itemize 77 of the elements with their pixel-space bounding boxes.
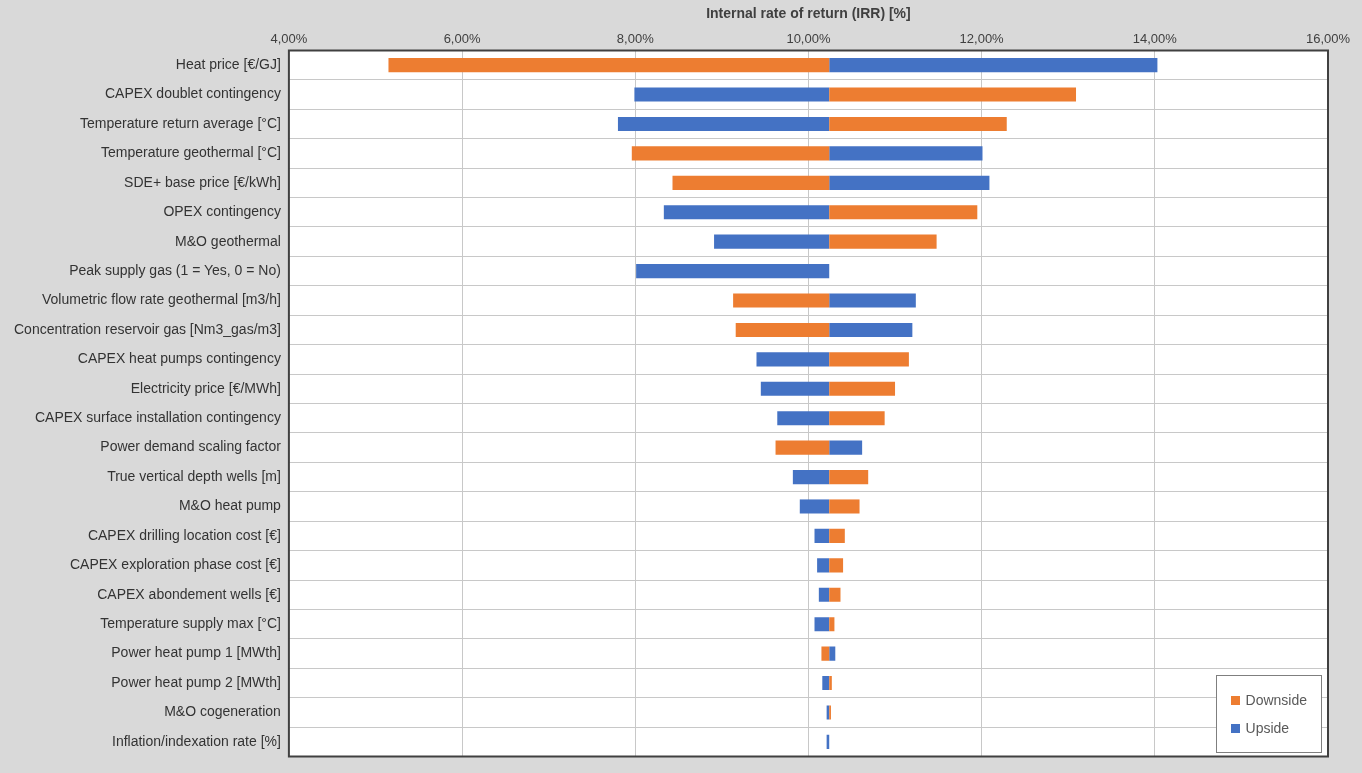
bar bbox=[814, 528, 830, 543]
bar bbox=[714, 234, 830, 249]
bar bbox=[829, 87, 1077, 102]
x-tick-label: 4,00% bbox=[270, 31, 308, 47]
bar bbox=[829, 381, 896, 396]
y-tick-label: OPEX contingency bbox=[163, 203, 281, 220]
bar bbox=[829, 499, 860, 514]
x-tick-label: 12,00% bbox=[959, 31, 1005, 47]
bar bbox=[829, 116, 1007, 132]
x-tick-label: 6,00% bbox=[443, 31, 481, 47]
bar bbox=[792, 470, 830, 485]
bar bbox=[799, 499, 830, 514]
bar bbox=[777, 411, 830, 426]
bar bbox=[672, 175, 830, 190]
y-tick-label: Concentration reservoir gas [Nm3_gas/m3] bbox=[13, 320, 281, 337]
y-tick-label: SDE+ base price [€/kWh] bbox=[124, 173, 281, 190]
bar bbox=[733, 293, 830, 308]
bar bbox=[829, 528, 845, 543]
y-tick-label: Volumetric flow rate geothermal [m3/h] bbox=[42, 291, 281, 308]
bar bbox=[631, 146, 830, 161]
bar bbox=[817, 558, 830, 573]
bar bbox=[814, 617, 830, 632]
bar bbox=[829, 58, 1158, 73]
y-tick-label: CAPEX exploration phase cost [€] bbox=[69, 556, 281, 573]
legend-label: Downside bbox=[1245, 691, 1307, 710]
y-tick-label: Power heat pump 1 [MWth] bbox=[111, 644, 281, 661]
y-tick-label: Power heat pump 2 [MWth] bbox=[111, 673, 281, 690]
y-tick-label: Peak supply gas (1 = Yes, 0 = No) bbox=[69, 261, 281, 278]
bar bbox=[617, 116, 830, 132]
bar bbox=[829, 352, 909, 367]
bar bbox=[775, 440, 830, 455]
bar bbox=[760, 381, 830, 396]
bar bbox=[829, 205, 978, 220]
bar bbox=[735, 322, 830, 337]
y-tick-label: CAPEX surface installation contingency bbox=[34, 409, 281, 426]
bar bbox=[829, 322, 913, 337]
bar bbox=[829, 293, 916, 308]
y-tick-label: CAPEX heat pumps contingency bbox=[77, 350, 281, 367]
bar bbox=[829, 675, 832, 691]
x-tick-label: 10,00% bbox=[786, 31, 831, 47]
bar bbox=[829, 234, 937, 249]
bar bbox=[756, 352, 830, 367]
bar bbox=[829, 146, 983, 161]
y-tick-label: M&O geothermal bbox=[175, 232, 281, 249]
legend-label: Upside bbox=[1245, 719, 1290, 738]
y-tick-label: CAPEX abondement wells [€] bbox=[97, 585, 281, 602]
bar bbox=[829, 646, 836, 661]
y-tick-label: M&O heat pump bbox=[178, 497, 282, 514]
y-tick-label: True vertical depth wells [m] bbox=[107, 467, 281, 484]
bar bbox=[829, 617, 835, 632]
x-tick-label: 8,00% bbox=[616, 31, 655, 47]
bar bbox=[636, 264, 830, 279]
bar bbox=[829, 587, 841, 602]
bar bbox=[829, 470, 869, 485]
y-tick-label: Heat price [€/GJ] bbox=[175, 55, 281, 72]
y-tick-label: Electricity price [€/MWh] bbox=[130, 379, 281, 396]
y-tick-label: Power demand scaling factor bbox=[100, 438, 282, 455]
bar bbox=[634, 87, 830, 102]
y-tick-label: M&O cogeneration bbox=[164, 703, 281, 720]
bar bbox=[829, 558, 844, 573]
bar bbox=[822, 675, 830, 691]
y-tick-label: Temperature supply max [°C] bbox=[100, 615, 281, 632]
bar bbox=[821, 646, 830, 661]
y-tick-label: Inflation/indexation rate [%] bbox=[112, 732, 281, 749]
x-tick-label: 14,00% bbox=[1132, 31, 1178, 47]
bar bbox=[829, 411, 885, 426]
y-tick-label: Temperature geothermal [°C] bbox=[100, 144, 281, 161]
x-tick-label: 16,00% bbox=[1305, 31, 1351, 47]
bar bbox=[388, 58, 830, 73]
y-tick-label: CAPEX doublet contingency bbox=[105, 85, 281, 102]
y-tick-label: Temperature return average [°C] bbox=[79, 114, 281, 131]
bar bbox=[829, 440, 863, 455]
bar bbox=[818, 587, 830, 602]
x-axis-title: Internal rate of return (IRR) [%] bbox=[706, 5, 911, 22]
bar bbox=[829, 175, 990, 190]
y-tick-label: CAPEX drilling location cost [€] bbox=[87, 526, 281, 543]
bar bbox=[663, 205, 830, 220]
